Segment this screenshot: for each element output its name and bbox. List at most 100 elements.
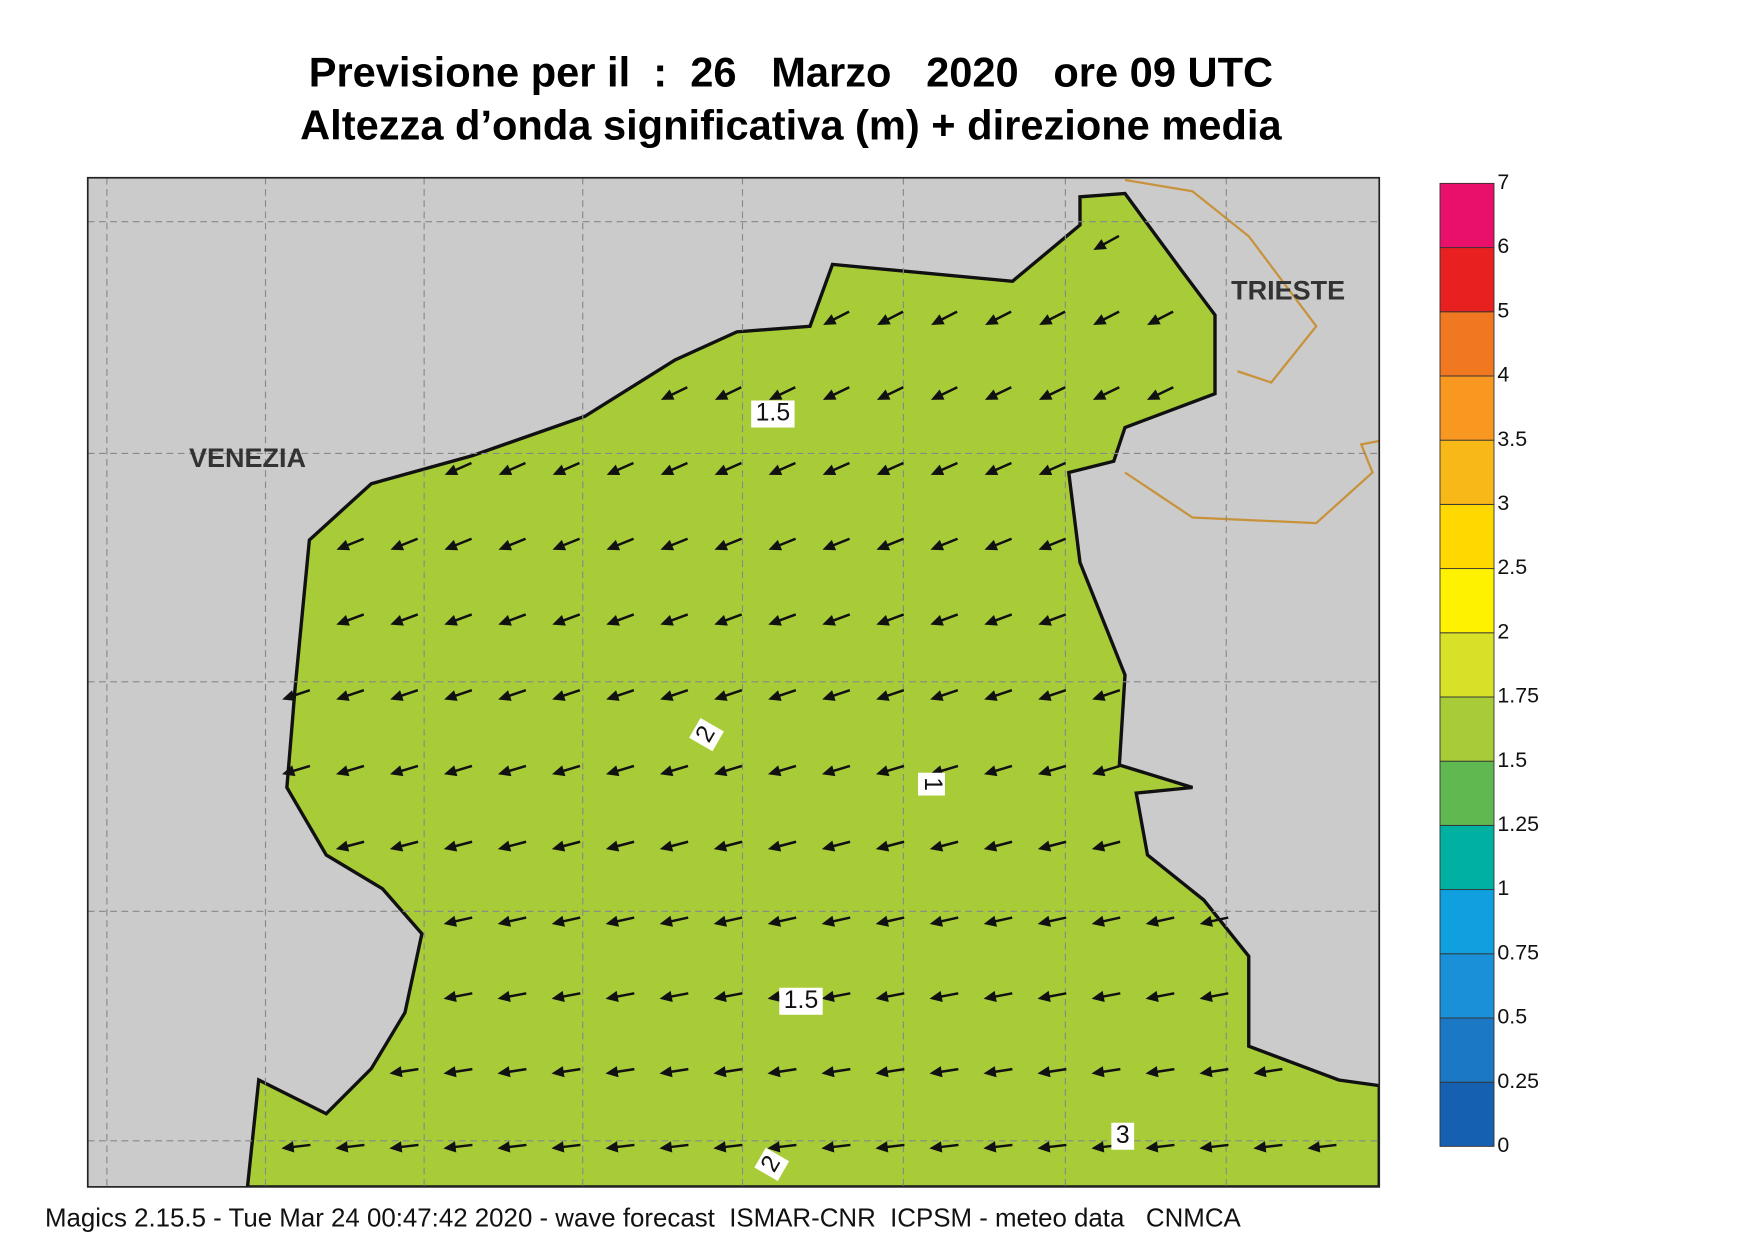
arrow-head (443, 990, 457, 1002)
arrow-head (605, 990, 619, 1002)
arrow-head (821, 840, 836, 852)
arrow-head (606, 464, 621, 475)
arrow-head (876, 464, 891, 475)
arrow-head (931, 314, 945, 325)
colorbar-label: 2 (1497, 619, 1509, 643)
arrow-head (606, 690, 620, 701)
contour-label: 3 (1111, 1122, 1135, 1150)
arrow-head (821, 765, 836, 777)
contour-label-box (779, 987, 823, 1015)
arrow-head (1037, 915, 1051, 927)
arrow-head (1038, 539, 1053, 551)
arrow-head (660, 539, 675, 551)
arrow-head (1145, 1066, 1159, 1078)
arrow-head (1038, 615, 1052, 626)
arrow-head (930, 615, 944, 626)
arrow-head (1146, 389, 1161, 400)
arrow-head (1092, 690, 1106, 701)
arrow-head (443, 915, 457, 927)
arrow-head (930, 389, 945, 400)
arrow-head (390, 615, 404, 626)
colorbar-band (1439, 696, 1495, 762)
arrow-head (389, 765, 404, 777)
contour-label-text: 1 (919, 777, 946, 791)
arrow-head (713, 765, 728, 777)
colorbar-band (1439, 568, 1495, 634)
arrow-head (551, 765, 566, 777)
arrow-head (930, 539, 945, 551)
arrow-head (876, 389, 891, 400)
sea-field (87, 177, 1380, 1187)
arrow-head (1037, 990, 1051, 1002)
arrow-head (444, 464, 459, 475)
arrow-head (822, 539, 837, 551)
arrow-head (929, 990, 943, 1002)
arrow-head (552, 690, 566, 701)
arrow-head (767, 990, 781, 1002)
arrow-head (551, 1141, 565, 1153)
arrow-head (551, 1066, 565, 1078)
arrow-head (822, 464, 837, 475)
arrow-head (443, 765, 458, 777)
colorbar-band (1439, 632, 1495, 698)
arrow-head (714, 389, 729, 400)
colorbar-band (1439, 311, 1495, 377)
arrow-head (336, 615, 350, 626)
arrow-head (984, 464, 999, 475)
arrow-head (605, 1066, 619, 1078)
arrow-head (714, 615, 728, 626)
arrow-head (929, 1141, 943, 1153)
arrow-head (767, 840, 782, 852)
arrow-head (876, 690, 890, 701)
colorbar-band (1439, 953, 1495, 1019)
arrow-head (1037, 1066, 1051, 1078)
arrow-head (1145, 915, 1159, 927)
arrow-head (659, 990, 673, 1002)
colorbar-label: 4 (1497, 363, 1509, 387)
arrow-head (389, 1141, 403, 1153)
arrow-head (822, 389, 837, 400)
arrow-head (1091, 915, 1105, 927)
contour-label: 1 (918, 772, 946, 796)
arrow-head (498, 464, 513, 475)
arrow-head (444, 615, 458, 626)
arrow-head (984, 690, 998, 701)
arrow-head (444, 539, 459, 551)
arrow-head (497, 840, 512, 852)
arrow-head (659, 840, 674, 852)
arrow-head (659, 1141, 673, 1153)
wave-directions (281, 234, 1337, 1153)
arrow-head (821, 1066, 835, 1078)
arrow-head (823, 314, 837, 325)
arrow-head (875, 1141, 889, 1153)
arrow-head (551, 840, 566, 852)
colorbar-band (1439, 182, 1495, 249)
colorbar-label: 6 (1497, 234, 1509, 258)
arrow-head (1145, 990, 1159, 1002)
place-label: TRIESTE (1231, 275, 1345, 305)
colorbar-label: 2.5 (1497, 555, 1527, 579)
colorbar-label: 3.5 (1497, 427, 1527, 451)
arrow-head (1091, 840, 1106, 852)
arrow-head (551, 915, 565, 927)
arrow-head (335, 765, 350, 777)
colorbar-label: 3 (1497, 491, 1509, 515)
arrow-head (714, 464, 729, 475)
arrow-head (1145, 1141, 1159, 1153)
arrow-head (984, 539, 999, 551)
arrow-head (768, 389, 783, 400)
arrow-head (552, 539, 567, 551)
arrow-head (552, 464, 567, 475)
arrow-head (1147, 314, 1161, 325)
arrow-head (659, 765, 674, 777)
arrow-head (714, 690, 728, 701)
arrow-head (1038, 690, 1052, 701)
arrow-head (660, 389, 675, 400)
border (1124, 178, 1380, 525)
graticule (87, 177, 1380, 1187)
arrow-head (768, 539, 783, 551)
arrow-head (1199, 990, 1213, 1002)
colorbar-band (1439, 439, 1495, 505)
arrow-head (444, 690, 458, 701)
